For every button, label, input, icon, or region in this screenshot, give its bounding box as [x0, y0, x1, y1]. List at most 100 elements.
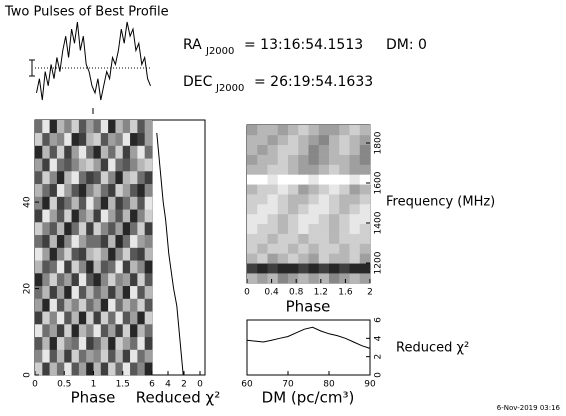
heatmap-cell [100, 260, 109, 274]
heatmap-cell [122, 362, 131, 376]
heatmap-cell [100, 209, 109, 223]
heatmap-cell [329, 125, 340, 136]
heatmap-cell [64, 120, 72, 134]
heatmap-cell [144, 222, 153, 236]
x-tick-label: 70 [282, 380, 294, 390]
heatmap-cell [108, 145, 116, 159]
heatmap-cell [288, 273, 299, 284]
heatmap-cell [49, 260, 58, 274]
heatmap-cell [359, 233, 371, 244]
heatmap-cell [122, 285, 131, 299]
frame [151, 119, 206, 376]
y-tick-label: 1600 [374, 171, 384, 194]
heatmap-cell [144, 158, 153, 172]
heatmap-cell [115, 132, 124, 146]
heatmap-cell [108, 158, 116, 172]
heatmap-cell [130, 324, 138, 338]
heatmap-cell [267, 273, 279, 284]
heatmap-cell [137, 183, 145, 197]
y-tick-label: 1800 [374, 131, 384, 154]
heatmap-cell [35, 222, 43, 236]
heatmap-cell [277, 204, 289, 215]
heatmap-cell [42, 336, 50, 350]
heatmap-cell [318, 243, 330, 254]
heatmap-cell [122, 234, 131, 248]
heatmap-cell [257, 144, 268, 155]
heatmap-cell [308, 263, 320, 274]
heatmap-cell [267, 184, 279, 195]
heatmap-cell [339, 213, 350, 225]
heatmap-cell [86, 145, 94, 159]
heatmap-cell [71, 145, 80, 159]
heatmap-cell [267, 125, 279, 136]
heatmap-cell [64, 298, 72, 312]
ra-label: RA [183, 37, 202, 53]
heatmap-cell [122, 171, 131, 185]
heatmap-cell [71, 260, 80, 274]
heatmap-cell [100, 145, 109, 159]
heatmap-cell [86, 222, 94, 236]
heatmap-cell [56, 324, 65, 338]
heatmap-cell [308, 154, 320, 165]
ra-value: = 13:16:54.1513 [244, 37, 363, 53]
heatmap-cell [42, 362, 50, 376]
heatmap-cell [35, 171, 43, 185]
heatmap-cell [93, 260, 102, 274]
heatmap-cell [349, 223, 361, 234]
heatmap-cell [339, 194, 350, 205]
heatmap-cell [267, 174, 279, 185]
heatmap-cell [318, 144, 330, 155]
heatmap-cell [329, 243, 340, 254]
heatmap-cell [42, 158, 50, 172]
heatmap-cell [247, 233, 258, 244]
heatmap-cell [64, 247, 72, 261]
heatmap-cell [35, 260, 43, 274]
heatmap-cell [115, 349, 124, 363]
heatmap-cell [100, 158, 109, 172]
heatmap-cell [247, 184, 258, 195]
heatmap-cell [115, 285, 124, 299]
heatmap-cell [318, 154, 330, 165]
heatmap-cell [144, 234, 153, 248]
heatmap-cell [308, 253, 320, 264]
heatmap-cell [247, 164, 258, 175]
heatmap-cell [100, 324, 109, 338]
heatmap-cell [93, 273, 102, 287]
heatmap-cell [339, 184, 350, 195]
heatmap-cell [247, 125, 258, 136]
heatmap-cell [100, 234, 109, 248]
heatmap-cell [349, 144, 361, 155]
heatmap-cell [108, 132, 116, 146]
heatmap-cell [64, 285, 72, 299]
heatmap-cell [308, 213, 320, 225]
heatmap-cell [144, 362, 153, 376]
heatmap-cell [267, 213, 279, 225]
y-axis-label: Frequency (MHz) [386, 195, 495, 210]
heatmap-cell [298, 125, 309, 136]
heatmap-cell [122, 209, 131, 223]
heatmap-cell [93, 183, 102, 197]
heatmap-cell [42, 196, 50, 210]
heatmap-cell [359, 144, 371, 155]
x-tick-label: 0 [244, 288, 250, 298]
heatmap-cell [308, 174, 320, 185]
heatmap-cell [308, 243, 320, 254]
heatmap-cell [86, 324, 94, 338]
heatmap-cell [108, 311, 116, 325]
heatmap-cell [257, 253, 268, 264]
heatmap-cell [130, 336, 138, 350]
heatmap-cell [339, 154, 350, 165]
heatmap-cell [257, 164, 268, 175]
heatmap-cell [130, 234, 138, 248]
heatmap-cell [93, 120, 102, 134]
heatmap-cell [93, 222, 102, 236]
heatmap-cell [329, 213, 340, 225]
data-line [36, 21, 151, 101]
heatmap-cell [42, 234, 50, 248]
heatmap-cell [318, 233, 330, 244]
heatmap-cell [42, 171, 50, 185]
heatmap-cell [137, 260, 145, 274]
y-tick-label: 0 [23, 372, 33, 378]
heatmap-cell [42, 222, 50, 236]
heatmap-cell [288, 134, 299, 146]
